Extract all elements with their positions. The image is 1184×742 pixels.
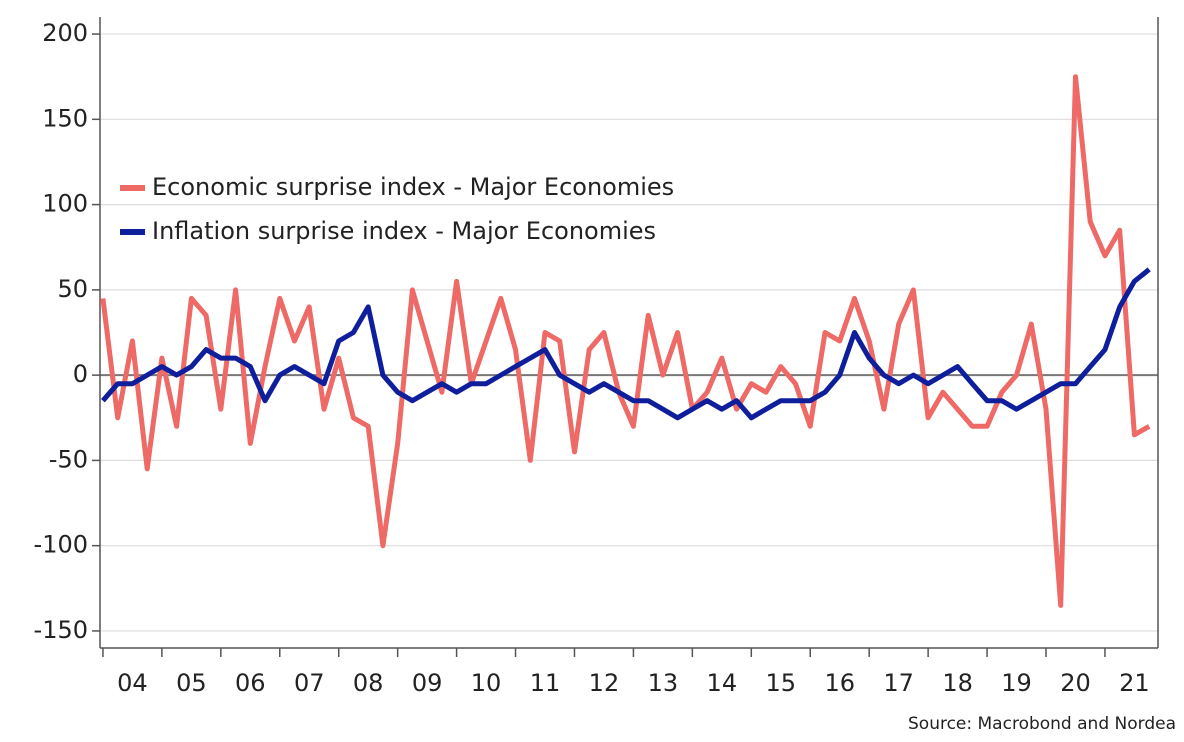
x-tick-label: 11 [530, 669, 561, 697]
x-tick-label: 10 [471, 669, 502, 697]
x-tick-label: 17 [883, 669, 914, 697]
legend-label: Economic surprise index - Major Economie… [152, 173, 674, 201]
y-tick-label: 0 [73, 360, 88, 388]
x-tick-label: 13 [648, 669, 679, 697]
x-tick-label: 14 [707, 669, 738, 697]
source-note: Source: Macrobond and Nordea [908, 714, 1176, 734]
x-tick-label: 15 [766, 669, 797, 697]
x-tick-label: 16 [824, 669, 855, 697]
y-tick-label: 150 [42, 104, 88, 132]
y-tick-label: 50 [57, 275, 88, 303]
x-tick-label: 20 [1060, 669, 1091, 697]
x-tick-label: 12 [589, 669, 620, 697]
series-line [100, 74, 1151, 608]
x-tick-label: 18 [942, 669, 973, 697]
y-tick-label: 200 [42, 19, 88, 47]
x-tick-label: 19 [1001, 669, 1032, 697]
x-tick-label: 21 [1119, 669, 1150, 697]
y-tick-label: -100 [34, 531, 88, 559]
y-tick-label: 100 [42, 190, 88, 218]
x-tick-label: 08 [353, 669, 384, 697]
legend-label: Inflation surprise index - Major Economi… [152, 217, 656, 245]
series-line [101, 267, 1151, 421]
x-tick-label: 05 [176, 669, 207, 697]
x-tick-label: 04 [117, 669, 148, 697]
x-tick-label: 07 [294, 669, 325, 697]
y-tick-label: -50 [49, 445, 88, 473]
x-tick-label: 06 [235, 669, 266, 697]
y-tick-label: -150 [34, 616, 88, 644]
x-tick-label: 09 [412, 669, 443, 697]
